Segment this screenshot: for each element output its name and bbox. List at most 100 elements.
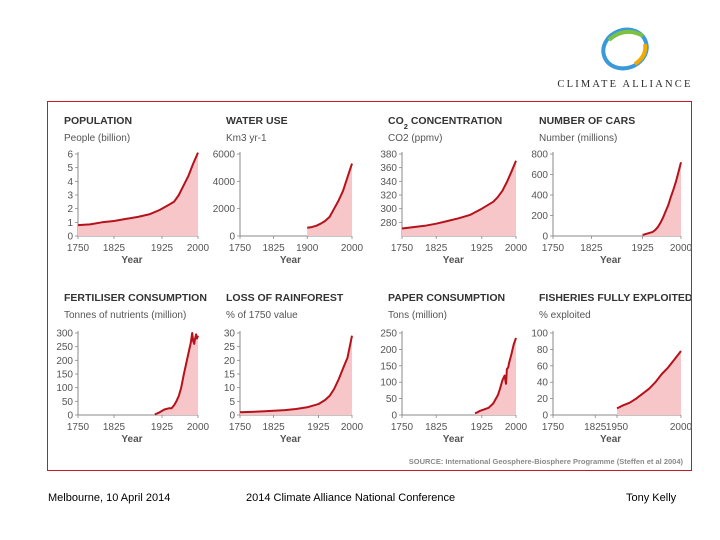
y-tick-label: 10 — [224, 383, 236, 394]
x-tick-label: 1750 — [391, 422, 414, 433]
series-line — [474, 337, 517, 415]
x-tick-label: 1925 — [471, 422, 494, 433]
x-tick-label: 2000 — [341, 243, 364, 254]
chart-unit-label: % exploited — [539, 310, 591, 321]
y-tick-label: 15 — [224, 370, 236, 381]
x-axis-label: Year — [280, 255, 301, 266]
y-tick-label: 380 — [380, 150, 397, 161]
y-tick-label: 60 — [537, 361, 549, 372]
series-line — [77, 152, 199, 227]
chart-unit-label: % of 1750 value — [226, 310, 298, 321]
series-line — [307, 163, 353, 229]
series-line — [642, 161, 682, 236]
chart-unit-label: People (billion) — [64, 133, 130, 144]
footer-author: Tony Kelly — [626, 492, 677, 504]
chart-unit-label: Tons (million) — [388, 310, 447, 321]
series-line — [154, 332, 199, 416]
charts-svg: POPULATION People (billion) 0 1 2 3 4 5 6 1750 182… — [56, 115, 691, 445]
y-tick-label: 0 — [67, 232, 73, 243]
y-tick-label: 20 — [537, 394, 549, 405]
series-area — [78, 152, 198, 236]
x-tick-label: 1750 — [542, 243, 565, 254]
x-tick-label: 2000 — [341, 422, 364, 433]
chart-paper-consumption: PAPER CONSUMPTION Tons (million) 0 50 100 150… — [380, 292, 527, 445]
y-tick-label: 360 — [380, 163, 397, 174]
x-tick-label: 1825 — [262, 243, 285, 254]
series-area — [240, 335, 352, 415]
chart-fertiliser-consumption: FERTILISER CONSUMPTION Tonnes of nutrient… — [56, 292, 209, 445]
chart-loss-of-rainforest: LOSS OF RAINFOREST % of 1750 value 0 5 10 15 2… — [224, 292, 364, 445]
y-tick-label: 0 — [542, 232, 548, 243]
y-tick-label: 200 — [56, 356, 73, 367]
x-tick-label: 1950 — [606, 422, 629, 433]
y-tick-label: 100 — [380, 378, 397, 389]
y-tick-label: 6 — [67, 150, 73, 161]
chart-fisheries-fully-exploited: FISHERIES FULLY EXPLOITED % exploited 0 20 4… — [531, 292, 691, 445]
x-tick-label: 1925 — [151, 243, 174, 254]
chart-number-of-cars: NUMBER OF CARS Number (millions) 0 200 400 60… — [531, 115, 691, 266]
series-area — [402, 160, 516, 236]
x-tick-label: 1750 — [67, 422, 90, 433]
y-tick-label: 800 — [531, 150, 548, 161]
chart-title: PAPER CONSUMPTION — [388, 292, 505, 304]
chart-title: WATER USE — [226, 115, 288, 127]
x-axis-label: Year — [600, 255, 621, 266]
chart-water-use: WATER USE Km3 yr-1 0 2000 4000 6000 1750 1825 19… — [213, 115, 364, 266]
series-area — [154, 333, 198, 415]
x-tick-label: 1750 — [229, 243, 252, 254]
y-tick-label: 0 — [542, 411, 548, 422]
x-tick-label: 2000 — [505, 243, 528, 254]
x-tick-label: 1900 — [296, 243, 319, 254]
footer-location-date: Melbourne, 10 April 2014 — [48, 492, 171, 504]
x-tick-label: 1825 — [580, 243, 603, 254]
chart-title: FISHERIES FULLY EXPLOITED — [539, 292, 691, 304]
chart-title: CO2 CONCENTRATION — [388, 115, 502, 131]
chart-unit-label: Km3 yr-1 — [226, 133, 267, 144]
x-tick-label: 1825 — [103, 243, 126, 254]
x-tick-label: 2000 — [670, 243, 691, 254]
chart-title: NUMBER OF CARS — [539, 115, 635, 127]
x-tick-label: 1825 — [425, 422, 448, 433]
series-area — [307, 163, 352, 236]
y-tick-label: 20 — [224, 356, 236, 367]
climate-alliance-logo: CLIMATE ALLIANCE — [555, 22, 695, 97]
chart-title: POPULATION — [64, 115, 132, 127]
y-tick-label: 50 — [386, 394, 398, 405]
x-axis-label: Year — [443, 434, 464, 445]
logo-swirl-icon — [601, 27, 649, 71]
y-tick-label: 280 — [380, 218, 397, 229]
y-tick-label: 600 — [531, 170, 548, 181]
x-tick-label: 2000 — [505, 422, 528, 433]
y-tick-label: 30 — [224, 329, 236, 340]
footer-conference: 2014 Climate Alliance National Conferenc… — [246, 492, 456, 504]
y-tick-label: 5 — [67, 163, 73, 174]
y-tick-label: 200 — [380, 345, 397, 356]
x-tick-label: 1925 — [471, 243, 494, 254]
x-tick-label: 1825 — [103, 422, 126, 433]
x-axis-label: Year — [121, 434, 142, 445]
series-line — [239, 335, 353, 414]
chart-co: CO2 CONCENTRATION CO2 (ppmv) 280 300 320 340 3… — [380, 115, 527, 266]
chart-population: POPULATION People (billion) 0 1 2 3 4 5 6 1750 182… — [64, 115, 210, 266]
source-note: SOURCE: International Geosphere-Biospher… — [408, 457, 683, 466]
y-tick-label: 6000 — [213, 150, 236, 161]
y-tick-label: 0 — [391, 411, 397, 422]
series-area — [475, 337, 516, 415]
x-tick-label: 1925 — [307, 422, 330, 433]
x-tick-label: 1825 — [584, 422, 607, 433]
series-area — [642, 162, 681, 236]
y-tick-label: 5 — [229, 397, 235, 408]
y-tick-label: 250 — [380, 329, 397, 340]
y-tick-label: 40 — [537, 378, 549, 389]
y-tick-label: 0 — [67, 411, 73, 422]
y-tick-label: 320 — [380, 191, 397, 202]
logo-wordmark: CLIMATE ALLIANCE — [557, 79, 693, 90]
y-tick-label: 340 — [380, 177, 397, 188]
chart-title: LOSS OF RAINFOREST — [226, 292, 344, 304]
y-tick-label: 200 — [531, 211, 548, 222]
y-tick-label: 100 — [531, 329, 548, 340]
y-tick-label: 250 — [56, 342, 73, 353]
y-tick-label: 4 — [67, 177, 73, 188]
x-axis-label: Year — [121, 255, 142, 266]
x-tick-label: 1750 — [67, 243, 90, 254]
